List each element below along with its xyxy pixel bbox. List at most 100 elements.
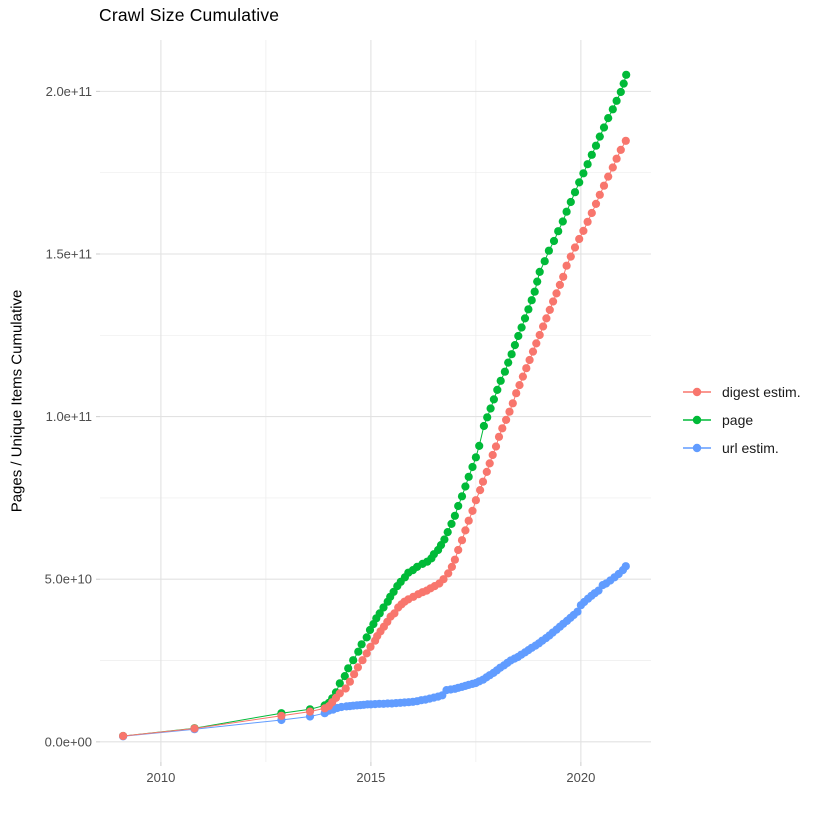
legend-label: page [722,412,754,428]
data-point [345,677,354,686]
data-point [559,272,568,281]
data-point [461,482,470,491]
data-point [520,314,530,323]
data-point [616,145,625,154]
data-point [498,424,507,433]
data-point [616,87,625,97]
data-point [522,364,531,373]
data-point [504,358,513,367]
data-point [512,389,521,398]
data-point [555,280,565,289]
legend-item-digest-estim: digest estim. [682,378,801,406]
x-axis-tick-labels: 2010 2015 2020 [146,770,595,785]
data-point [575,234,584,244]
data-point [358,656,367,665]
data-point [447,562,456,572]
data-point [604,172,613,181]
data-point [540,257,549,266]
data-point [491,442,501,451]
data-point [510,341,519,350]
data-point [450,511,459,520]
data-point [608,105,617,114]
data-point [468,506,477,515]
data-point [621,136,630,145]
data-point [444,569,453,578]
data-point [464,472,473,481]
data-point [612,154,621,163]
data-point [505,407,514,416]
legend-item-url-estim: url estim. [682,434,801,462]
data-point [471,453,480,462]
data-point [554,227,563,236]
data-point [518,372,528,381]
data-point [454,545,463,555]
data-point [539,322,548,331]
y-tick-label: 0.0e+00 [45,734,92,749]
series-url-estim [119,562,630,741]
data-point [575,178,584,187]
data-point [544,246,554,255]
data-point [587,150,596,159]
data-point [587,208,596,218]
data-point [517,323,526,332]
data-point [440,535,449,544]
legend-key-point [692,443,702,453]
data-point [500,367,509,376]
data-point [508,399,517,408]
data-point [375,609,384,618]
data-point [350,670,359,679]
data-point [591,141,601,150]
data-point [566,252,575,261]
data-point [570,188,580,197]
legend-item-page: page [682,406,801,434]
data-point [439,575,448,584]
data-point [595,190,604,199]
data-point [479,421,488,431]
data-point [532,339,541,348]
data-point [562,261,571,270]
data-point [566,197,575,207]
data-point [489,395,498,404]
data-point [476,486,485,495]
data-point [591,199,601,208]
data-point [573,607,582,616]
data-point [514,331,523,341]
series-digest-estim [119,136,630,741]
data-point [443,528,452,537]
data-point [515,381,524,390]
data-point [362,649,371,658]
data-point [461,526,470,535]
gridlines-minor [100,40,651,762]
data-point [527,296,536,305]
data-point [604,114,613,123]
data-point [599,123,609,132]
data-point [530,287,539,296]
y-tick-label: 1.0e+11 [46,409,92,424]
x-tick-label: 2010 [146,770,175,785]
data-point [549,236,559,246]
legend-key-icon [683,443,711,453]
series-line [123,565,627,737]
data-point [619,79,628,88]
data-point [621,562,630,571]
data-point [277,711,286,720]
data-point [507,350,516,359]
chart-title: Crawl Size Cumulative [99,5,280,25]
data-point [542,314,551,323]
data-point [485,459,494,468]
data-point [535,330,544,340]
data-point [457,536,467,545]
data-point [552,289,561,298]
data-point [341,684,350,693]
x-tick-label: 2015 [356,770,385,785]
data-point [528,347,538,356]
data-point [471,496,480,505]
data-point [483,413,492,422]
gridlines-major [100,40,651,762]
data-point [496,376,505,385]
data-point [482,467,491,476]
legend-label: digest estim. [722,384,801,400]
data-point [599,181,609,190]
legend: digest estim. page url estim. [682,378,801,462]
series-page [119,70,631,741]
